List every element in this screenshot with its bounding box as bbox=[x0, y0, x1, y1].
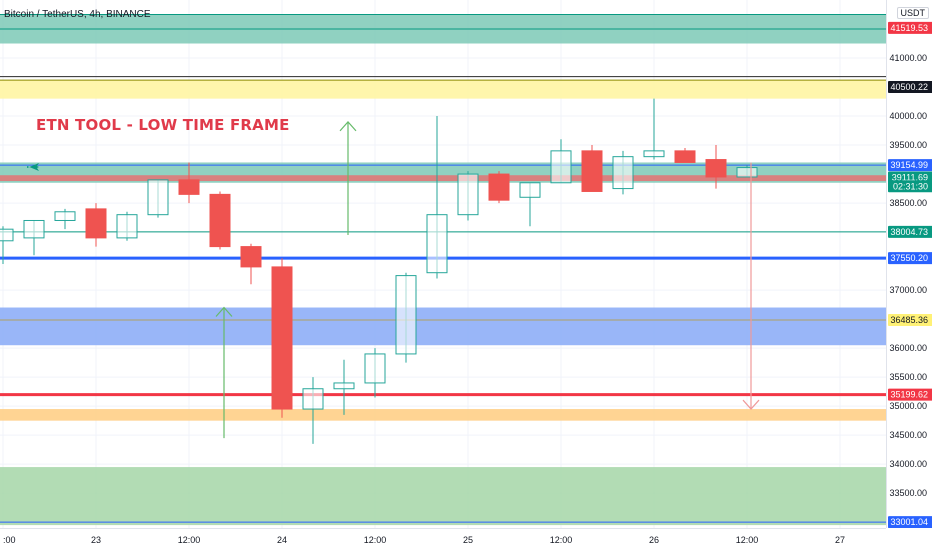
candle-down bbox=[488, 173, 510, 201]
price-tick-label: 35000.00 bbox=[889, 401, 927, 411]
trend-arrow-head bbox=[742, 399, 760, 410]
price-axis[interactable]: USDT 41000.00 40000.00 39500.00 38500.00 370… bbox=[886, 0, 932, 529]
candle-down bbox=[178, 179, 200, 195]
candle-up bbox=[364, 353, 386, 384]
candle-up bbox=[395, 275, 417, 355]
time-tick-label: 12:00 bbox=[364, 535, 387, 545]
candle-up bbox=[147, 179, 169, 216]
lines-layer bbox=[0, 14, 886, 523]
price-label-badge bbox=[888, 388, 932, 401]
candle-down bbox=[271, 266, 293, 410]
price-tick-label: 38500.00 bbox=[889, 198, 927, 208]
candle-up bbox=[23, 219, 45, 239]
price-tick-label: 40000.00 bbox=[889, 111, 927, 121]
candles-layer bbox=[0, 98, 758, 444]
arrows-layer bbox=[215, 120, 760, 439]
price-label-badge bbox=[888, 81, 932, 94]
candle-up bbox=[333, 382, 355, 390]
time-tick-label: 26 bbox=[649, 535, 659, 545]
time-tick-label: 12:00 bbox=[736, 535, 759, 545]
price-tick-label: 34500.00 bbox=[889, 430, 927, 440]
price-label: 37550.20 bbox=[890, 253, 928, 263]
time-tick-label: 12:00 bbox=[550, 535, 573, 545]
price-tick-label: 33500.00 bbox=[889, 488, 927, 498]
candle-down bbox=[705, 159, 727, 178]
price-zone bbox=[0, 175, 886, 182]
trend-arrow-head bbox=[215, 306, 233, 317]
candle-up bbox=[116, 214, 138, 239]
price-label: 38004.73 bbox=[890, 227, 928, 237]
price-zone bbox=[0, 467, 886, 526]
candle-down bbox=[209, 193, 231, 248]
time-tick-label: :00 bbox=[3, 535, 16, 545]
chart-plot-area[interactable] bbox=[0, 0, 886, 528]
candle-up bbox=[302, 388, 324, 410]
trend-arrow-head bbox=[339, 120, 357, 132]
price-zone bbox=[0, 307, 886, 346]
time-tick-label: 24 bbox=[277, 535, 287, 545]
candle-up bbox=[643, 150, 665, 158]
price-label: 41519.53 bbox=[890, 23, 928, 33]
time-tick-label: 27 bbox=[835, 535, 845, 545]
price-label: 40500.22 bbox=[890, 82, 928, 92]
time-axis-svg: :00 23 12:00 24 12:00 25 12:00 26 12:00 27 bbox=[3, 535, 845, 545]
price-tick-label: 39500.00 bbox=[889, 140, 927, 150]
airplane-icon bbox=[27, 163, 39, 171]
price-label-badge bbox=[888, 225, 932, 238]
candle-up bbox=[519, 182, 541, 198]
price-label-badge bbox=[888, 159, 932, 172]
candle-down bbox=[240, 246, 262, 268]
price-tick-label: 34000.00 bbox=[889, 459, 927, 469]
price-label: 33001.04 bbox=[890, 517, 928, 527]
price-label-badge bbox=[888, 180, 932, 193]
price-tick-label: 41000.00 bbox=[889, 53, 927, 63]
price-zone bbox=[0, 80, 886, 99]
candle-down bbox=[85, 208, 107, 239]
candle-up bbox=[426, 214, 448, 274]
symbol-title[interactable]: Bitcoin / TetherUS, 4h, BINANCE bbox=[4, 9, 151, 20]
price-label-badge bbox=[888, 516, 932, 529]
price-label: 39111.69 bbox=[892, 173, 928, 183]
price-label-badge bbox=[888, 313, 932, 326]
time-axis[interactable]: :00 23 12:00 24 12:00 25 12:00 26 12:00 27 bbox=[0, 528, 886, 551]
time-tick-label: 25 bbox=[463, 535, 473, 545]
price-axis-svg: 41000.00 40000.00 39500.00 38500.00 37000.00… bbox=[888, 21, 932, 529]
price-label: 02:31:30 bbox=[893, 181, 928, 191]
price-tick-label: 37000.00 bbox=[889, 285, 927, 295]
zones-layer bbox=[0, 14, 886, 526]
price-tick-label: 36000.00 bbox=[889, 343, 927, 353]
candle-up bbox=[550, 150, 572, 184]
candle-up bbox=[54, 211, 76, 221]
candle-up bbox=[736, 167, 758, 178]
candle-up bbox=[612, 156, 634, 190]
candle-down bbox=[581, 150, 603, 192]
price-label: 36485.36 bbox=[890, 315, 928, 325]
price-label: 35199.62 bbox=[890, 390, 928, 400]
candle-down bbox=[674, 150, 696, 163]
price-zone bbox=[0, 409, 886, 421]
currency-label[interactable]: USDT bbox=[896, 7, 929, 19]
price-label-badge bbox=[888, 252, 932, 265]
time-tick-label: 23 bbox=[91, 535, 101, 545]
price-label-badge bbox=[888, 21, 932, 34]
price-tick-label: 35500.00 bbox=[889, 372, 927, 382]
price-label: 39154.99 bbox=[890, 160, 928, 170]
candle-up bbox=[457, 173, 479, 216]
candle-up bbox=[0, 228, 14, 242]
time-tick-label: 12:00 bbox=[178, 535, 201, 545]
annotation-text: ETN TOOL - LOW TIME FRAME bbox=[36, 116, 290, 134]
